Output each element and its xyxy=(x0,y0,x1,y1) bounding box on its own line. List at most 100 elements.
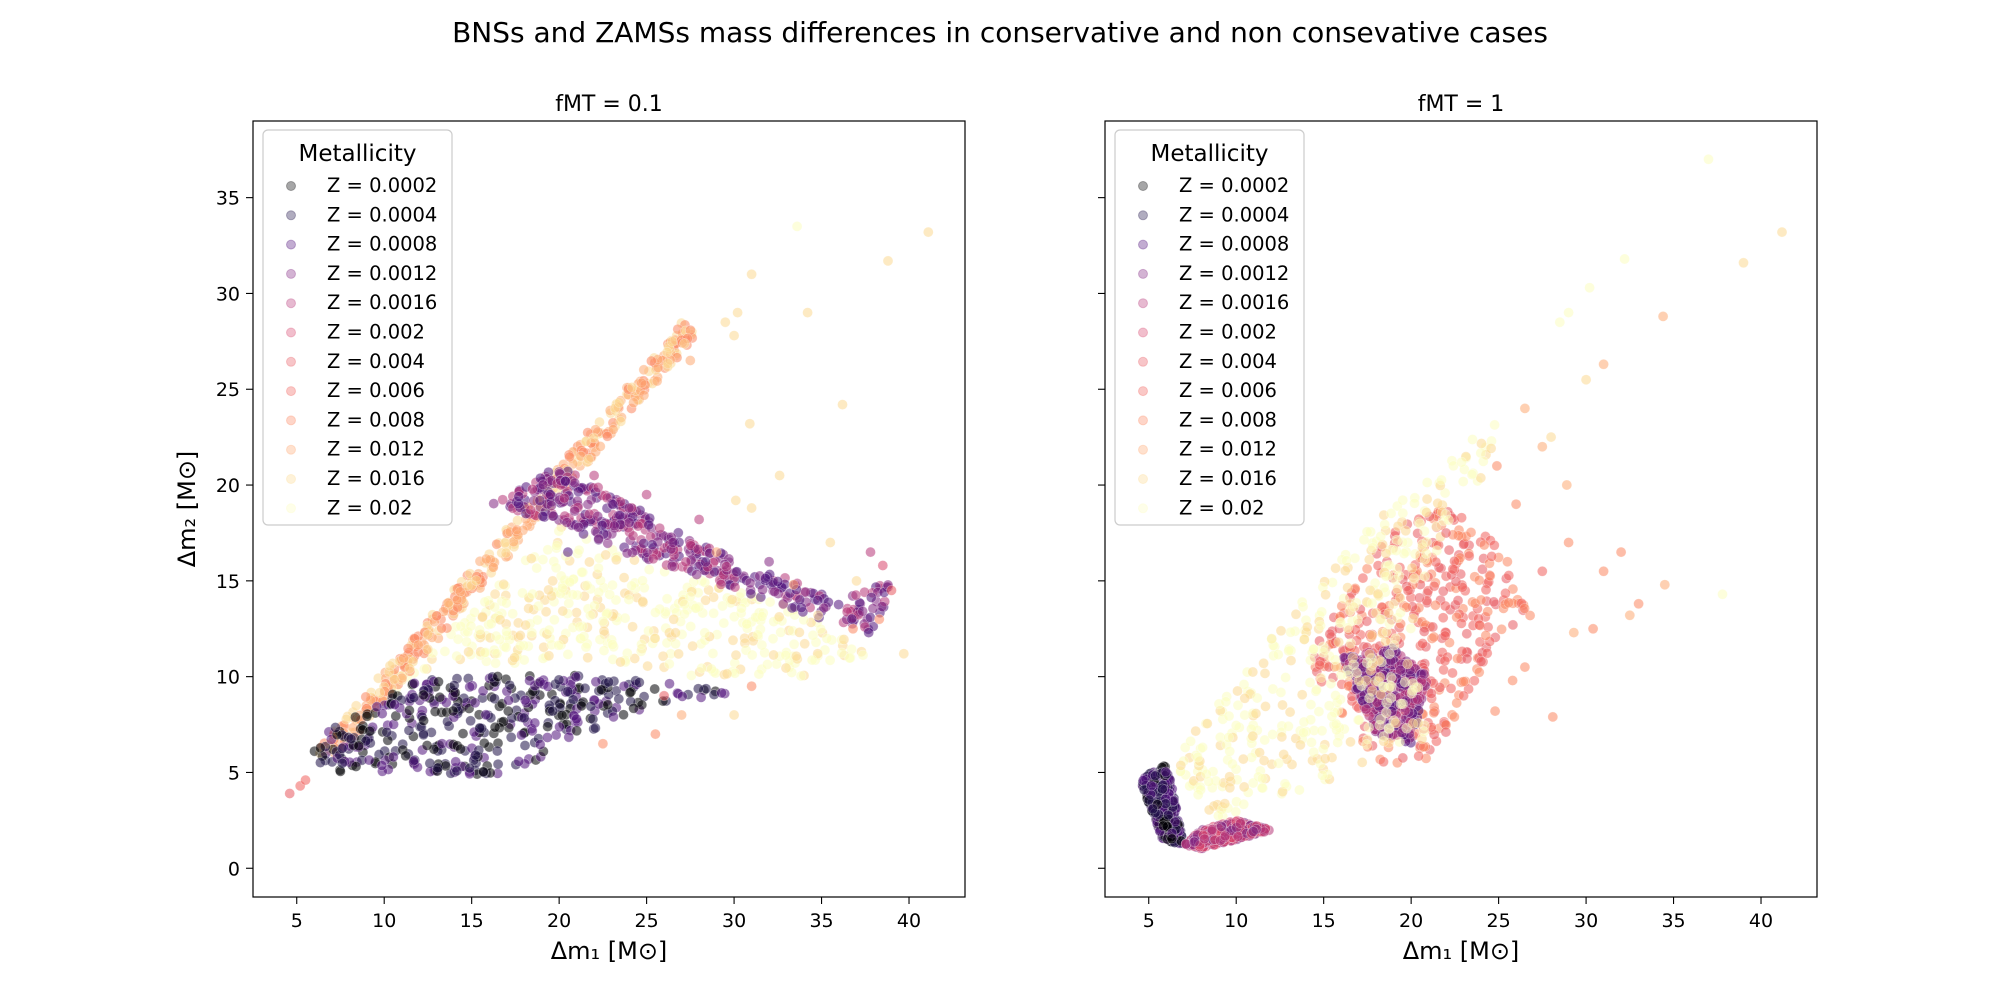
scatter-point xyxy=(1317,770,1328,781)
scatter-point xyxy=(518,712,530,724)
scatter-point xyxy=(637,596,649,607)
scatter-point xyxy=(756,639,768,651)
scatter-point xyxy=(537,479,549,491)
scatter-point xyxy=(1366,629,1378,641)
scatter-point xyxy=(595,684,607,696)
scatter-point xyxy=(882,255,894,267)
scatter-point xyxy=(569,477,581,489)
scatter-point xyxy=(728,330,740,341)
scatter-point xyxy=(1402,658,1413,670)
scatter-point xyxy=(836,647,848,659)
scatter-point xyxy=(1380,548,1392,559)
legend-entry: Z = 0.008 xyxy=(1179,408,1277,431)
scatter-point xyxy=(1431,545,1443,556)
scatter-point xyxy=(721,668,733,680)
scatter-point xyxy=(1166,833,1178,845)
scatter-point xyxy=(795,670,807,682)
scatter-point xyxy=(597,738,609,750)
scatter-point xyxy=(418,729,429,741)
scatter-point xyxy=(452,633,464,645)
scatter-point xyxy=(1461,653,1473,665)
scatter-point xyxy=(1224,782,1236,794)
scatter-point xyxy=(1260,701,1271,712)
x-tick-label: 40 xyxy=(1749,910,1773,932)
scatter-point xyxy=(1407,685,1418,696)
scatter-point xyxy=(479,596,491,608)
y-tick-label: 25 xyxy=(216,379,240,401)
scatter-point xyxy=(1169,816,1181,828)
scatter-point xyxy=(769,586,781,598)
scatter-point xyxy=(676,691,688,702)
scatter-point xyxy=(643,625,654,637)
scatter-point xyxy=(730,649,742,661)
legend-title: Metallicity xyxy=(1151,141,1269,167)
scatter-point xyxy=(865,546,876,558)
scatter-point xyxy=(806,654,818,666)
scatter-point xyxy=(1463,550,1475,562)
scatter-point xyxy=(597,615,609,627)
x-tick-label: 35 xyxy=(1661,910,1685,932)
scatter-point xyxy=(596,519,608,531)
scatter-point xyxy=(717,600,728,612)
scatter-point xyxy=(768,649,779,661)
scatter-point xyxy=(1474,619,1485,631)
scatter-point xyxy=(1213,810,1224,822)
scatter-point xyxy=(464,762,476,774)
scatter-point xyxy=(794,594,806,606)
scatter-point xyxy=(628,397,639,409)
legend-title: Metallicity xyxy=(299,141,417,167)
scatter-point xyxy=(1619,253,1630,265)
scatter-point xyxy=(1419,570,1431,582)
scatter-point xyxy=(746,680,757,692)
legend-entry: Z = 0.0002 xyxy=(327,174,437,197)
scatter-point xyxy=(585,609,596,621)
scatter-point xyxy=(519,694,531,706)
scatter-point xyxy=(1496,623,1507,635)
legend-entry: Z = 0.0004 xyxy=(1179,203,1289,226)
scatter-point xyxy=(692,543,704,555)
scatter-point xyxy=(542,721,553,732)
scatter-point xyxy=(1162,809,1174,821)
scatter-point xyxy=(666,336,678,347)
scatter-point xyxy=(824,654,836,666)
scatter-point xyxy=(1313,706,1325,717)
scatter-point xyxy=(513,756,525,767)
scatter-point xyxy=(1390,633,1401,644)
scatter-point xyxy=(773,611,785,623)
scatter-point xyxy=(330,722,341,733)
scatter-point xyxy=(1284,706,1296,718)
scatter-point xyxy=(1325,678,1337,690)
scatter-point xyxy=(1465,527,1477,538)
scatter-point xyxy=(700,594,711,606)
scatter-point xyxy=(1333,636,1344,648)
scatter-point xyxy=(715,579,727,590)
scatter-point xyxy=(1197,742,1208,753)
scatter-point xyxy=(1364,554,1375,565)
scatter-point xyxy=(553,674,565,686)
legend-entry: Z = 0.012 xyxy=(327,438,425,461)
scatter-point xyxy=(557,582,568,594)
scatter-point xyxy=(1275,687,1287,698)
scatter-point xyxy=(1568,627,1580,638)
scatter-point xyxy=(1489,419,1500,431)
scatter-point xyxy=(1563,307,1574,318)
scatter-point xyxy=(643,519,655,531)
scatter-point xyxy=(1190,725,1201,737)
x-axis-label: Δm₁ [M⊙] xyxy=(1403,937,1520,965)
scatter-point xyxy=(1392,520,1404,532)
scatter-point xyxy=(558,492,570,504)
scatter-point xyxy=(1480,630,1492,641)
scatter-point xyxy=(587,713,599,725)
x-tick-label: 25 xyxy=(635,910,659,932)
scatter-point xyxy=(767,633,779,645)
scatter-point xyxy=(1381,707,1392,719)
scatter-point xyxy=(1445,683,1457,694)
legend-marker xyxy=(286,356,296,367)
scatter-point xyxy=(363,754,375,766)
scatter-point xyxy=(490,657,501,669)
scatter-point xyxy=(433,676,444,688)
scatter-point xyxy=(1360,703,1372,715)
legend-marker xyxy=(286,268,296,279)
scatter-point xyxy=(556,709,568,721)
scatter-point xyxy=(718,617,730,629)
